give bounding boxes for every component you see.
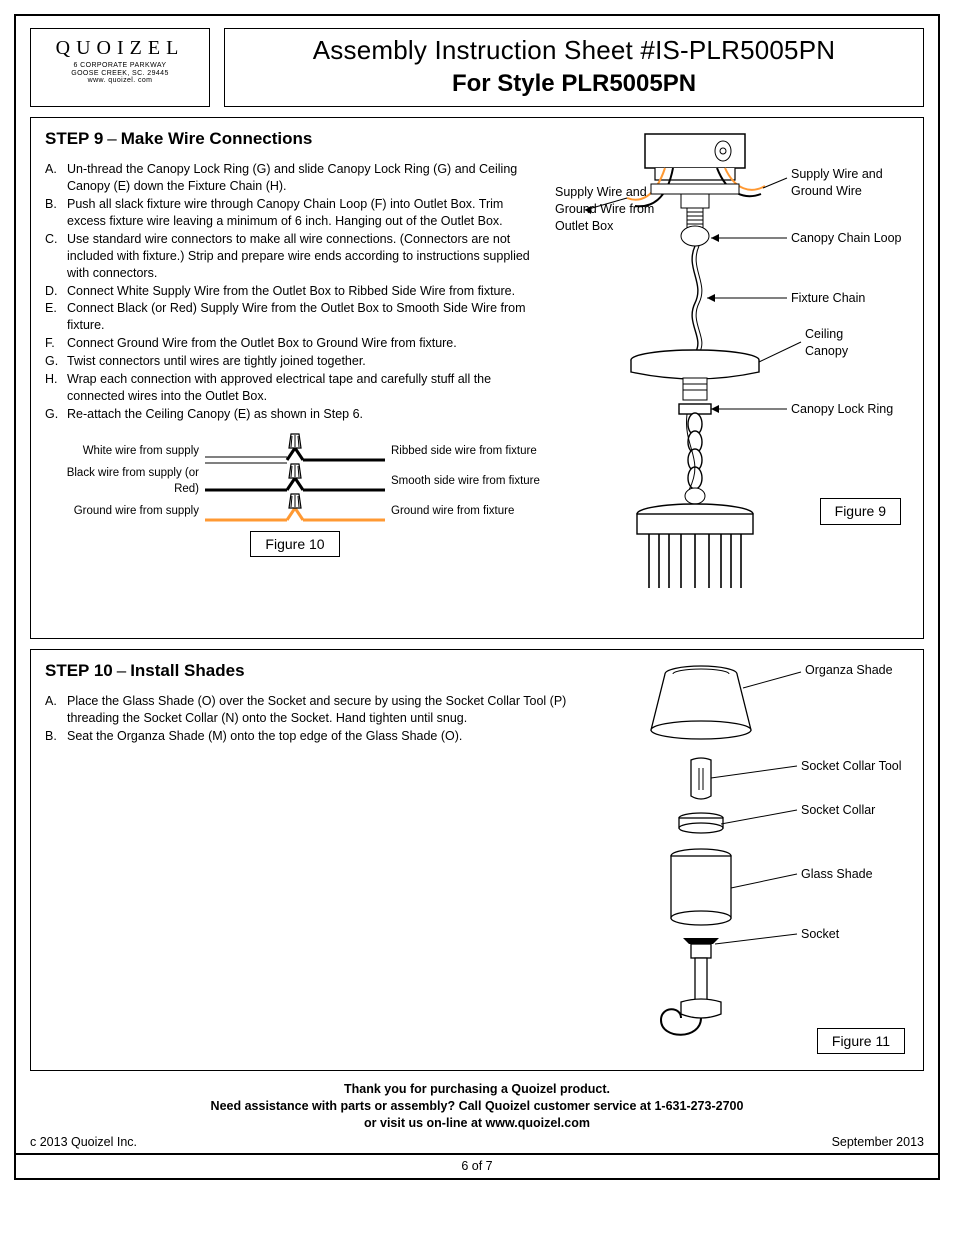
figure-9: Supply Wire and Ground Wire from Outlet … [555,128,915,628]
instruction-item: D.Connect White Supply Wire from the Out… [45,283,545,300]
footer-text: Thank you for purchasing a Quoizel produ… [30,1081,924,1132]
figure-9-label: Figure 9 [820,498,901,525]
figure-11-label: Figure 11 [817,1028,905,1055]
figure-10-label: Figure 10 [250,531,339,558]
callout-socket: Socket [801,926,839,943]
step9-instructions: STEP 9–Make Wire Connections A.Un-thread… [45,128,545,628]
instruction-item: B.Seat the Organza Shade (M) onto the to… [45,728,581,745]
wire-left-label: Ground wire from supply [45,504,205,520]
instruction-item: G.Twist connectors until wires are tight… [45,353,545,370]
brand-name: QUOIZEL [43,35,197,62]
step9-title: STEP 9–Make Wire Connections [45,128,545,151]
instruction-text: Twist connectors until wires are tightly… [67,353,545,370]
figure-11-svg [591,660,911,1060]
instruction-item: B.Push all slack fixture wire through Ca… [45,196,545,230]
callout-chain-loop: Canopy Chain Loop [791,230,902,247]
step9-prefix: STEP 9 [45,129,103,148]
instruction-text: Connect White Supply Wire from the Outle… [67,283,545,300]
title-box: Assembly Instruction Sheet #IS-PLR5005PN… [224,28,924,107]
step10-prefix: STEP 10 [45,661,113,680]
step10-suffix: Install Shades [130,661,244,680]
instruction-label: B. [45,196,67,230]
instruction-text: Place the Glass Shade (O) over the Socke… [67,693,581,727]
instruction-item: E.Connect Black (or Red) Supply Wire fro… [45,300,545,334]
step10-list: A.Place the Glass Shade (O) over the Soc… [45,693,581,745]
callout-supply-box: Supply Wire and Ground Wire from Outlet … [555,184,665,235]
callout-ceiling-canopy2: Canopy [805,343,848,360]
wire-right-label: Ground wire from fixture [385,504,545,520]
brand-box: QUOIZEL 6 CORPORATE PARKWAY GOOSE CREEK,… [30,28,210,107]
step9-suffix: Make Wire Connections [121,129,313,148]
step9-panel: STEP 9–Make Wire Connections A.Un-thread… [30,117,924,639]
instruction-text: Wrap each connection with approved elect… [67,371,545,405]
figure-10: White wire from supply Ribbed side wire f… [45,437,545,558]
instruction-label: A. [45,693,67,727]
copyright: c 2013 Quoizel Inc. [30,1134,137,1151]
callout-lock-ring: Canopy Lock Ring [791,401,893,418]
instruction-item: G.Re-attach the Ceiling Canopy (E) as sh… [45,406,545,423]
callout-fixture-chain: Fixture Chain [791,290,865,307]
callout-organza: Organza Shade [805,662,893,679]
step9-list: A.Un-thread the Canopy Lock Ring (G) and… [45,161,545,422]
instruction-text: Connect Black (or Red) Supply Wire from … [67,300,545,334]
instruction-text: Re-attach the Ceiling Canopy (E) as show… [67,406,545,423]
brand-addr1: 6 CORPORATE PARKWAY [43,62,197,70]
title-line1: Assembly Instruction Sheet #IS-PLR5005PN [231,33,917,68]
instruction-label: D. [45,283,67,300]
instruction-label: E. [45,300,67,334]
footer-l2: Need assistance with parts or assembly? … [70,1098,884,1115]
wire-row: Ground wire from supply Ground wire from … [45,497,545,527]
wire-right-label: Smooth side wire from fixture [385,474,545,490]
callout-collar: Socket Collar [801,802,875,819]
wire-left-label: White wire from supply [45,444,205,460]
instruction-item: H.Wrap each connection with approved ele… [45,371,545,405]
step10-panel: STEP 10–Install Shades A.Place the Glass… [30,649,924,1071]
instruction-text: Un-thread the Canopy Lock Ring (G) and s… [67,161,545,195]
footer-bottom: c 2013 Quoizel Inc. September 2013 [30,1134,924,1151]
instruction-label: C. [45,231,67,282]
step10-title: STEP 10–Install Shades [45,660,581,683]
callout-glass: Glass Shade [801,866,873,883]
callout-supply-gnd: Supply Wire and Ground Wire [791,166,911,200]
instruction-item: A.Un-thread the Canopy Lock Ring (G) and… [45,161,545,195]
instruction-label: G. [45,353,67,370]
instruction-text: Push all slack fixture wire through Cano… [67,196,545,230]
instruction-text: Seat the Organza Shade (M) onto the top … [67,728,581,745]
instruction-item: F.Connect Ground Wire from the Outlet Bo… [45,335,545,352]
instruction-label: G. [45,406,67,423]
instruction-item: C.Use standard wire connectors to make a… [45,231,545,282]
instruction-text: Use standard wire connectors to make all… [67,231,545,282]
footer-l1: Thank you for purchasing a Quoizel produ… [70,1081,884,1098]
wire-left-label: Black wire from supply (or Red) [45,466,205,497]
page: QUOIZEL 6 CORPORATE PARKWAY GOOSE CREEK,… [14,14,940,1155]
title-line2: For Style PLR5005PN [231,68,917,100]
callout-tool: Socket Collar Tool [801,758,902,775]
instruction-label: A. [45,161,67,195]
instruction-text: Connect Ground Wire from the Outlet Box … [67,335,545,352]
step10-instructions: STEP 10–Install Shades A.Place the Glass… [45,660,581,1060]
instruction-label: B. [45,728,67,745]
callout-ceiling-canopy1: Ceiling [805,326,848,343]
header: QUOIZEL 6 CORPORATE PARKWAY GOOSE CREEK,… [30,28,924,107]
instruction-label: F. [45,335,67,352]
brand-addr3: www. quoizel. com [43,77,197,85]
wire-right-label: Ribbed side wire from fixture [385,444,545,460]
brand-addr2: GOOSE CREEK, SC. 29445 [43,70,197,78]
page-number: 6 of 7 [14,1155,940,1180]
figure-11: Organza Shade Socket Collar Tool Socket … [591,660,911,1060]
instruction-label: H. [45,371,67,405]
instruction-item: A.Place the Glass Shade (O) over the Soc… [45,693,581,727]
doc-date: September 2013 [832,1134,924,1151]
footer-l3: or visit us on-line at www.quoizel.com [70,1115,884,1132]
wire-connector-icon [205,492,385,532]
